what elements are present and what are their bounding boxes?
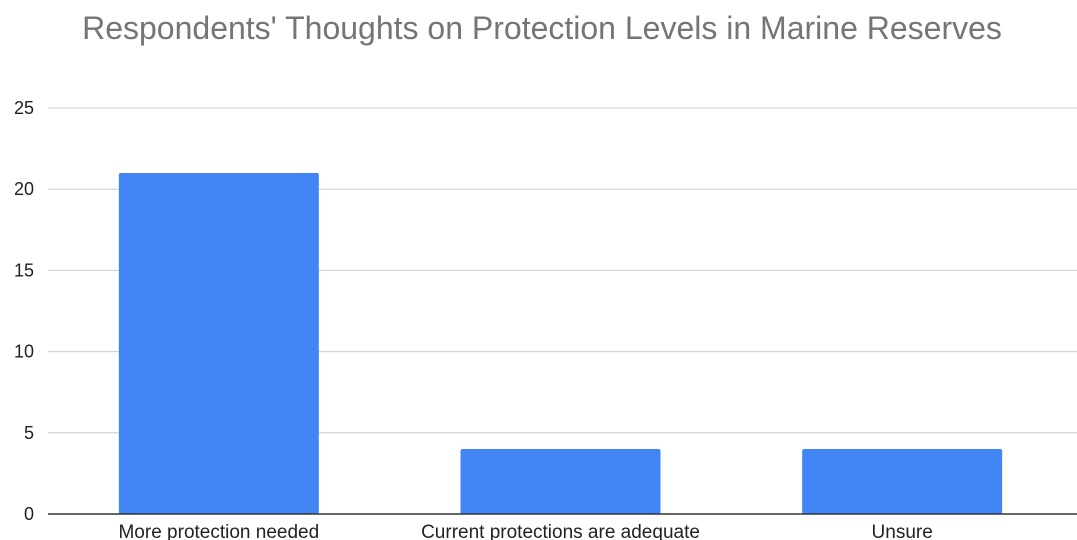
x-tick-label: More protection needed bbox=[118, 522, 319, 540]
y-tick-label: 10 bbox=[14, 342, 34, 362]
y-tick-label: 15 bbox=[14, 260, 34, 280]
x-tick-label: Unsure bbox=[872, 522, 933, 540]
y-tick-label: 25 bbox=[14, 98, 34, 118]
bar bbox=[460, 449, 661, 514]
x-tick-label: Current protections are adequate bbox=[421, 522, 700, 540]
y-tick-label: 0 bbox=[24, 504, 34, 524]
y-tick-label: 5 bbox=[24, 423, 34, 443]
bar bbox=[802, 449, 1003, 514]
y-tick-label: 20 bbox=[14, 179, 34, 199]
x-axis-ticks: More protection needed Current protection… bbox=[118, 522, 932, 540]
bars bbox=[118, 172, 1003, 514]
y-axis-ticks: 0 5 10 15 20 25 bbox=[14, 98, 34, 524]
chart-title: Respondents' Thoughts on Protection Leve… bbox=[0, 12, 1077, 44]
chart-title-text: Respondents' Thoughts on Protection Leve… bbox=[82, 10, 1002, 46]
bar bbox=[118, 172, 319, 514]
